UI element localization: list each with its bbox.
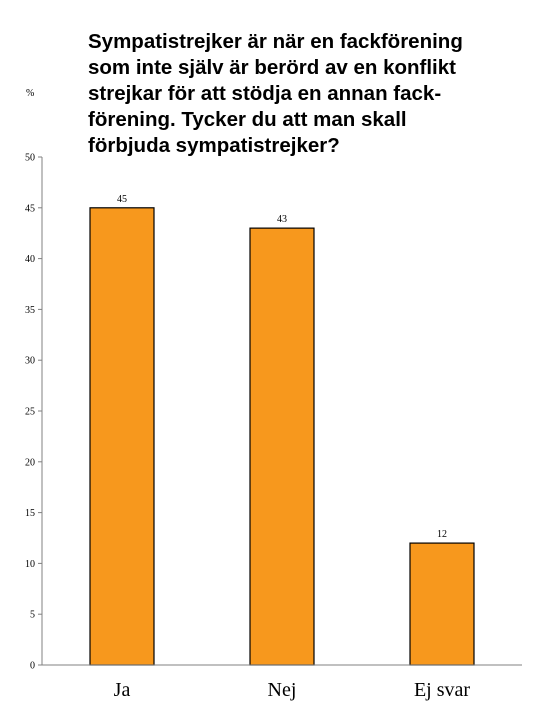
y-tick-label: 10 [25,559,35,570]
y-axis-label: % [26,88,35,99]
bar-value-label: 43 [277,214,287,225]
y-tick-label: 45 [25,203,35,214]
bar-ej-svar [409,542,475,666]
y-tick-label: 5 [30,610,35,621]
x-category-label: Ja [114,679,131,701]
y-tick-label: 40 [25,254,35,265]
y-tick-label: 50 [25,153,35,164]
bar-nej [249,227,315,666]
bar-value-label: 12 [437,529,447,540]
data-labels: 45 43 12 [117,194,447,540]
y-tick-label: 15 [25,508,35,519]
x-category-label: Nej [268,679,297,701]
bar-ja [89,207,155,666]
x-category-label: Ej svar [414,679,470,701]
y-tick-label: 25 [25,407,35,418]
y-tick-label: 30 [25,356,35,367]
y-axis-ticks: 0 5 10 15 20 25 30 35 40 45 50 [25,153,42,672]
y-tick-label: 35 [25,305,35,316]
bars [89,207,475,666]
chart-title: Sympatistrejker är när en fackförening s… [88,30,463,157]
bar-value-label: 45 [117,194,127,205]
x-axis-labels: Ja Nej Ej svar [114,679,471,701]
y-tick-label: 0 [30,661,35,672]
y-tick-label: 20 [25,457,35,468]
